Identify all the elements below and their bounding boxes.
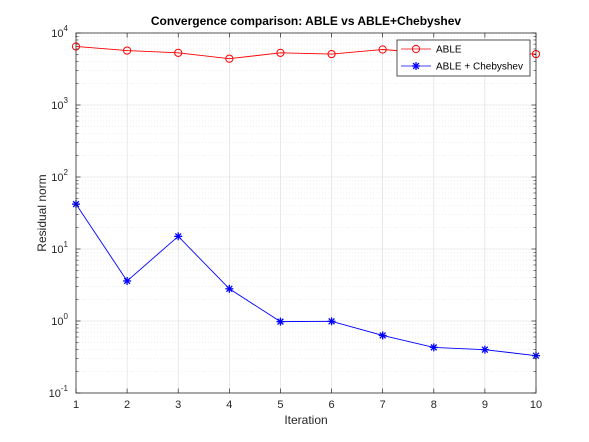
y-tick-exponent: 0	[64, 312, 69, 321]
data-point-able-chebyshev	[378, 331, 387, 340]
data-point-able-chebyshev	[276, 317, 285, 326]
y-tick-exponent: 3	[64, 96, 69, 105]
chart-title: Convergence comparison: ABLE vs ABLE+Che…	[151, 14, 462, 28]
x-tick-labels: 1 2 3 4 5 6 7 8 9 10	[73, 399, 542, 411]
plot-frame	[75, 32, 537, 394]
data-point-able	[276, 48, 285, 57]
legend-marker-shape	[412, 62, 420, 70]
legend-label-able-chebyshev: ABLE + Chebyshev	[436, 62, 523, 73]
data-point-able-chebyshev	[480, 345, 489, 354]
y-tick-exponent: 4	[64, 24, 69, 33]
asterisk-stroke	[328, 317, 335, 325]
data-point-able-chebyshev	[225, 284, 234, 293]
grid	[76, 33, 536, 393]
data-point-able	[378, 45, 387, 54]
ticks	[75, 32, 537, 394]
legend-marker-able	[411, 44, 421, 54]
data-point-able-chebyshev	[123, 276, 132, 285]
x-tick-label: 1	[73, 399, 79, 411]
x-tick-label: 5	[277, 399, 283, 411]
x-tick-label: 7	[380, 399, 386, 411]
x-tick-label: 9	[482, 399, 488, 411]
legend-marker-able-chebyshev	[412, 62, 420, 70]
x-tick-label: 6	[328, 399, 334, 411]
asterisk-stroke	[412, 62, 420, 70]
y-tick-exponent: 1	[64, 240, 69, 249]
asterisk-stroke	[430, 344, 438, 351]
data-point-able	[123, 46, 132, 55]
asterisk-stroke	[174, 232, 182, 240]
data-point-able	[327, 49, 336, 59]
data-point-able-chebyshev	[327, 317, 336, 326]
asterisk-stroke	[481, 346, 489, 353]
x-tick-label: 10	[530, 399, 542, 411]
y-tick-exponent: -1	[61, 384, 69, 393]
x-tick-label: 8	[431, 399, 437, 411]
series-line-able-chebyshev	[75, 203, 537, 357]
data-point-able-chebyshev	[174, 232, 183, 241]
asterisk-stroke	[379, 332, 387, 339]
asterisk-stroke	[277, 318, 284, 325]
legend-box	[396, 39, 531, 77]
legend: ABLE ABLE + Chebyshev	[396, 39, 531, 77]
series-layer	[71, 42, 541, 360]
x-tick-label: 2	[124, 399, 130, 411]
x-tick-label: 3	[175, 399, 181, 411]
asterisk-stroke	[123, 277, 131, 285]
plot-area	[76, 33, 536, 393]
x-tick-label: 4	[226, 399, 232, 411]
legend-label-able: ABLE	[436, 45, 462, 56]
asterisk-stroke	[225, 285, 233, 293]
data-point-able	[225, 54, 234, 63]
y-tick-exponent: 2	[64, 168, 69, 177]
data-point-able	[174, 48, 183, 57]
x-axis-label: Iteration	[284, 413, 327, 427]
data-point-able-chebyshev	[429, 343, 438, 352]
y-axis-label: Residual norm	[35, 174, 49, 251]
legend-marker-shape	[411, 44, 421, 54]
